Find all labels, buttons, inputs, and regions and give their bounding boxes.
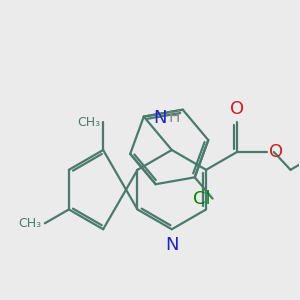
Text: H: H [169, 110, 180, 124]
Text: CH₃: CH₃ [77, 116, 100, 129]
Text: Cl: Cl [193, 190, 211, 208]
Text: CH₃: CH₃ [19, 217, 42, 230]
Text: O: O [269, 143, 283, 161]
Text: N: N [165, 236, 178, 254]
Text: O: O [230, 100, 244, 118]
Text: N: N [153, 110, 166, 128]
